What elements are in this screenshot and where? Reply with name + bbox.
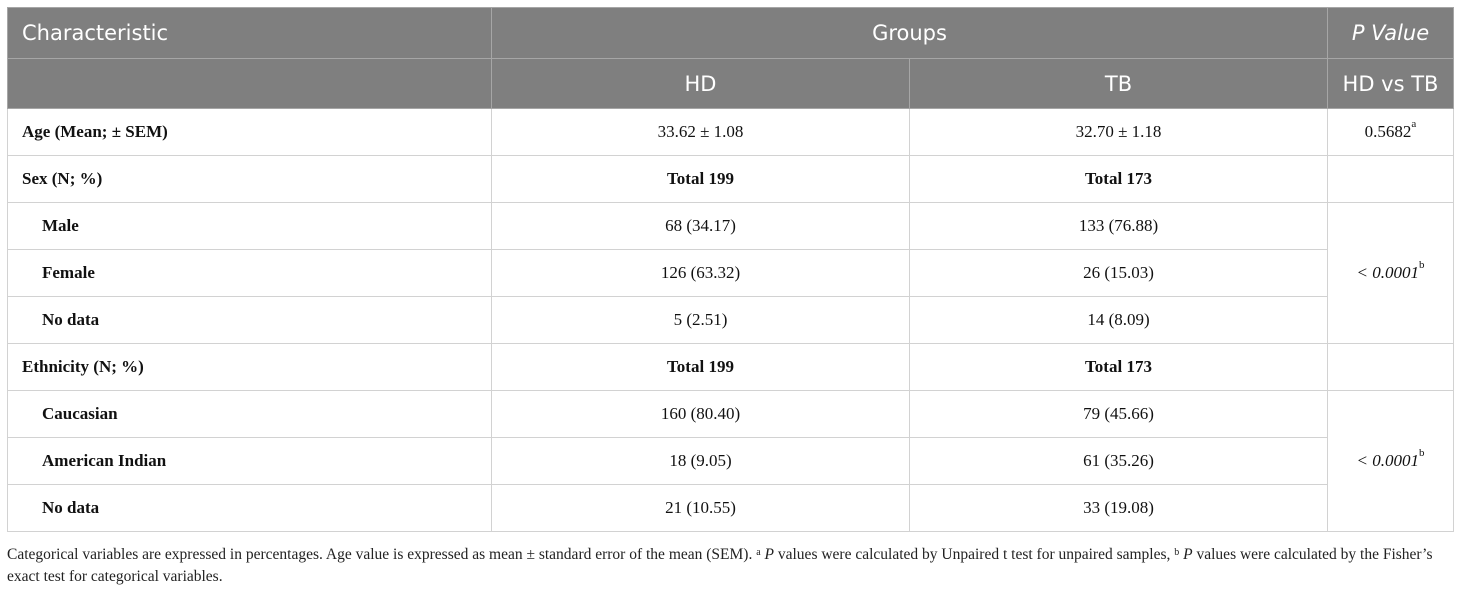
p-value-text: < 0.0001 [1356,263,1419,282]
header-hd: HD [491,58,910,109]
row-label: Ethnicity (N; %) [7,343,492,391]
cell-p-value: 0.5682a [1327,108,1454,156]
cell-tb: 33 (19.08) [909,484,1328,532]
cell-tb: 26 (15.03) [909,249,1328,297]
table-row-female: Female 126 (63.32) 26 (15.03) [7,249,1454,297]
characteristics-table-container: Characteristic Groups P Value HD TB HD v… [7,7,1454,532]
cell-hd: 18 (9.05) [491,437,910,485]
cell-tb: 133 (76.88) [909,202,1328,250]
footnote-p-italic-a: P [760,546,774,563]
row-label: American Indian [7,437,492,485]
row-label: No data [7,296,492,344]
header-groups: Groups [491,7,1328,59]
header-empty [7,58,492,109]
row-label: Caucasian [7,390,492,438]
table-row-ethnicity-no-data: No data 21 (10.55) 33 (19.08) [7,484,1454,532]
cell-tb: Total 173 [909,155,1328,203]
table-row-male: Male 68 (34.17) 133 (76.88) < 0.0001b [7,202,1454,344]
cell-p-value-empty [1327,155,1454,203]
cell-tb: 14 (8.09) [909,296,1328,344]
row-label: Female [7,249,492,297]
cell-hd: Total 199 [491,343,910,391]
cell-hd: 21 (10.55) [491,484,910,532]
header-characteristic: Characteristic [7,7,492,59]
p-value-text: < 0.0001 [1356,451,1419,470]
cell-tb: 32.70 ± 1.18 [909,108,1328,156]
cell-hd: 68 (34.17) [491,202,910,250]
footnote-text-2: values were calculated by Unpaired t tes… [774,546,1175,563]
footnote-superscript-a: a [756,547,761,558]
cell-hd: 160 (80.40) [491,390,910,438]
cell-p-value-empty [1327,343,1454,391]
characteristics-table: Characteristic Groups P Value HD TB HD v… [7,7,1454,532]
p-value-superscript: b [1418,447,1425,459]
p-value-superscript: a [1411,118,1417,130]
table-row-american-indian: American Indian 18 (9.05) 61 (35.26) [7,437,1454,485]
table-row-sex-no-data: No data 5 (2.51) 14 (8.09) [7,296,1454,344]
row-label: Age (Mean; ± SEM) [7,108,492,156]
header-row-1: Characteristic Groups P Value [7,7,1454,59]
p-value-text: 0.5682 [1364,122,1412,141]
table-row-caucasian: Caucasian 160 (80.40) 79 (45.66) < 0.000… [7,390,1454,532]
row-label: No data [7,484,492,532]
cell-tb: 79 (45.66) [909,390,1328,438]
cell-hd: Total 199 [491,155,910,203]
cell-hd: 126 (63.32) [491,249,910,297]
footnote-text-3: values were calculated by the Fisher’s e… [7,546,1433,585]
footnote-superscript-b: b [1174,547,1180,558]
footnote-p-italic-b: P [1179,546,1193,563]
cell-hd: 33.62 ± 1.08 [491,108,910,156]
table-footnote: Categorical variables are expressed in p… [7,544,1453,588]
cell-p-value-ethnicity: < 0.0001b [1327,390,1454,532]
header-hd-vs-tb: HD vs TB [1327,58,1454,109]
cell-tb: 61 (35.26) [909,437,1328,485]
cell-hd: 5 (2.51) [491,296,910,344]
cell-tb: Total 173 [909,343,1328,391]
table-row-age: Age (Mean; ± SEM) 33.62 ± 1.08 32.70 ± 1… [7,108,1454,156]
header-p-value: P Value [1327,7,1454,59]
table-row-sex: Sex (N; %) Total 199 Total 173 [7,155,1454,203]
row-label: Sex (N; %) [7,155,492,203]
row-label: Male [7,202,492,250]
p-value-superscript: b [1418,259,1425,271]
table-row-ethnicity: Ethnicity (N; %) Total 199 Total 173 [7,343,1454,391]
cell-p-value-sex: < 0.0001b [1327,202,1454,344]
header-row-2: HD TB HD vs TB [7,58,1454,109]
header-tb: TB [909,58,1328,109]
footnote-text-1: Categorical variables are expressed in p… [7,546,757,563]
